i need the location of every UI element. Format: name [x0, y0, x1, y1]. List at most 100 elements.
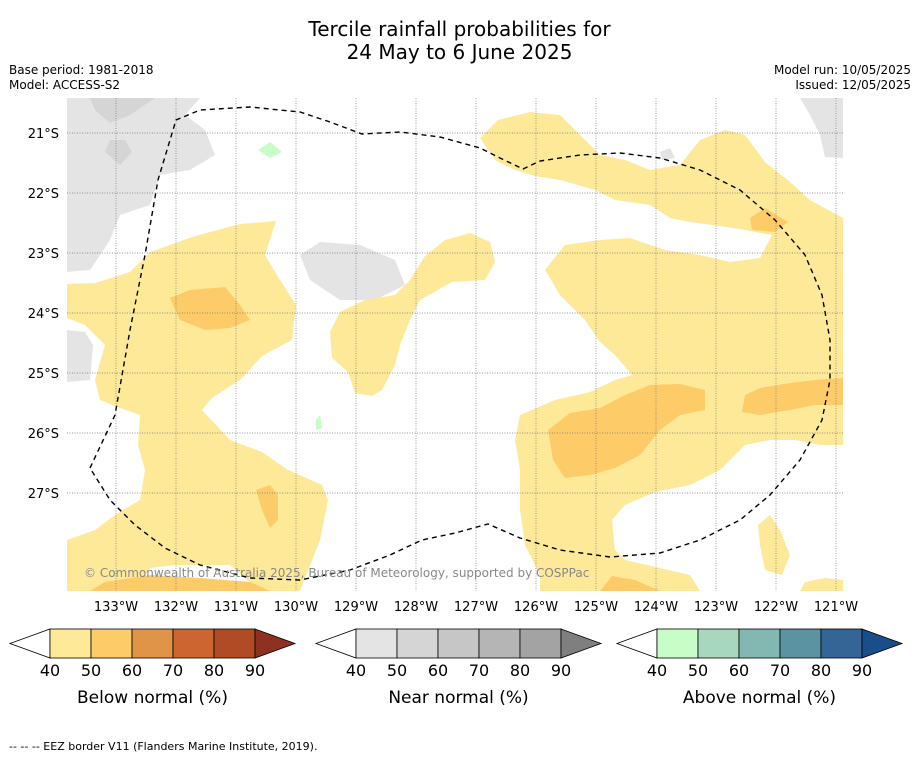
colorbar-tick-label: 70 [163, 661, 183, 680]
colorbars: 40 50 60 70 80 90 Below normal (%) 40 50 60 70 80 90… [8, 628, 904, 708]
colorbar: 40 50 60 70 80 90 Near normal (%) [314, 628, 603, 708]
colorbar-tick-label: 80 [510, 661, 530, 680]
colorbar-segment [213, 628, 256, 659]
colorbar-min-extension [8, 628, 51, 659]
lon-label: 126°W [514, 600, 558, 615]
below-normal-region [800, 578, 843, 591]
below-normal-region-strong [90, 575, 270, 591]
lat-label: 22°S [28, 187, 59, 202]
lat-label: 24°S [28, 307, 59, 322]
colorbar-segment [172, 628, 215, 659]
colorbar-segment [396, 628, 439, 659]
colorbar-segment [779, 628, 822, 659]
near-normal-region [67, 330, 93, 382]
below-normal-region-strong [256, 485, 278, 528]
colorbar-segment [820, 628, 863, 659]
copyright-notice: © Commonwealth of Australia 2025, Bureau… [84, 566, 589, 580]
lon-label: 123°W [694, 600, 738, 615]
longitude-gridlines [115, 98, 837, 591]
colorbar-title: Near normal (%) [388, 688, 528, 708]
colorbar-tick-label: 60 [428, 661, 448, 680]
colorbar-segment [49, 628, 92, 659]
base-period: Base period: 1981-2018 [9, 63, 154, 77]
eez-border [89, 106, 831, 581]
colorbar-tick-label: 70 [469, 661, 489, 680]
colorbar-max-extension [560, 628, 603, 659]
colorbar-segment [478, 628, 521, 659]
lat-label: 21°S [28, 127, 59, 142]
above-normal-region [316, 415, 322, 430]
colorbar-segment [697, 628, 740, 659]
longitude-labels: 133°W 132°W 131°W 130°W 129°W 128°W 127°… [94, 600, 858, 615]
below-normal-region-strong [750, 208, 788, 232]
colorbar-tick-label: 60 [122, 661, 142, 680]
chart-title: Tercile rainfall probabilities for 24 Ma… [0, 18, 919, 64]
colorbar-segment [519, 628, 562, 659]
colorbar-title: Above normal (%) [683, 688, 836, 708]
latitude-gridlines [67, 132, 843, 494]
meta-left: Base period: 1981-2018 Model: ACCESS-S2 [9, 63, 154, 93]
colorbar-tick-label: 70 [770, 661, 790, 680]
colorbar-tick-label: 50 [81, 661, 101, 680]
colorbar-tick-label: 90 [245, 661, 265, 680]
title-line-2: 24 May to 6 June 2025 [346, 40, 573, 64]
eez-footnote: -- -- -- EEZ border V11 (Flanders Marine… [9, 740, 318, 753]
lon-label: 128°W [394, 600, 438, 615]
lat-label: 26°S [28, 427, 59, 442]
near-normal-region [67, 98, 215, 272]
colorbar-segment [355, 628, 398, 659]
lon-label: 132°W [154, 600, 198, 615]
below-normal-region-strong [170, 287, 250, 330]
issued-date: Issued: 12/05/2025 [795, 78, 911, 92]
colorbar-tick-label: 90 [852, 661, 872, 680]
lat-label: 25°S [28, 367, 59, 382]
probability-fields [67, 98, 843, 591]
colorbar-tick-label: 40 [40, 661, 60, 680]
near-normal-region [660, 148, 675, 160]
lon-label: 129°W [334, 600, 378, 615]
latitude-labels: 21°S 22°S 23°S 24°S 25°S 26°S 27°S [28, 127, 59, 502]
colorbar-tick-label: 80 [811, 661, 831, 680]
colorbar: 40 50 60 70 80 90 Below normal (%) [8, 628, 297, 708]
below-normal-region-strong [600, 576, 660, 591]
colorbar-max-extension [861, 628, 904, 659]
below-normal-region [67, 221, 328, 591]
colorbar: 40 50 60 70 80 90 Above normal (%) [615, 628, 904, 708]
lon-label: 125°W [574, 600, 618, 615]
model-name: Model: ACCESS-S2 [9, 78, 121, 92]
model-run: Model run: 10/05/2025 [773, 63, 911, 77]
near-normal-region [300, 242, 405, 300]
lon-label: 124°W [634, 600, 678, 615]
colorbar-min-extension [615, 628, 658, 659]
colorbar-title: Below normal (%) [77, 688, 228, 708]
colorbar-segment [437, 628, 480, 659]
colorbar-segment [738, 628, 781, 659]
colorbar-tick-label: 90 [551, 661, 571, 680]
near-normal-region [800, 98, 843, 158]
lat-label: 23°S [28, 247, 59, 262]
colorbar-max-extension [254, 628, 297, 659]
below-normal-region-strong [742, 378, 843, 415]
colorbar-segment [90, 628, 133, 659]
lon-label: 131°W [214, 600, 258, 615]
colorbar-tick-label: 40 [647, 661, 667, 680]
near-normal-region [105, 140, 132, 165]
above-normal-region [258, 142, 282, 158]
lon-label: 133°W [94, 600, 138, 615]
colorbar-segment [131, 628, 174, 659]
lat-label: 27°S [28, 487, 59, 502]
lon-label: 127°W [454, 600, 498, 615]
colorbar-tick-label: 40 [346, 661, 366, 680]
meta-right: Model run: 10/05/2025 Issued: 12/05/2025 [774, 63, 911, 93]
below-normal-region [480, 112, 843, 445]
colorbar-segment [656, 628, 699, 659]
colorbar-tick-label: 80 [204, 661, 224, 680]
lon-label: 122°W [754, 600, 798, 615]
colorbar-tick-label: 60 [729, 661, 749, 680]
lon-label: 130°W [274, 600, 318, 615]
below-normal-region [758, 515, 790, 575]
near-normal-region [90, 98, 155, 123]
below-normal-region [330, 233, 495, 396]
colorbar-min-extension [314, 628, 357, 659]
